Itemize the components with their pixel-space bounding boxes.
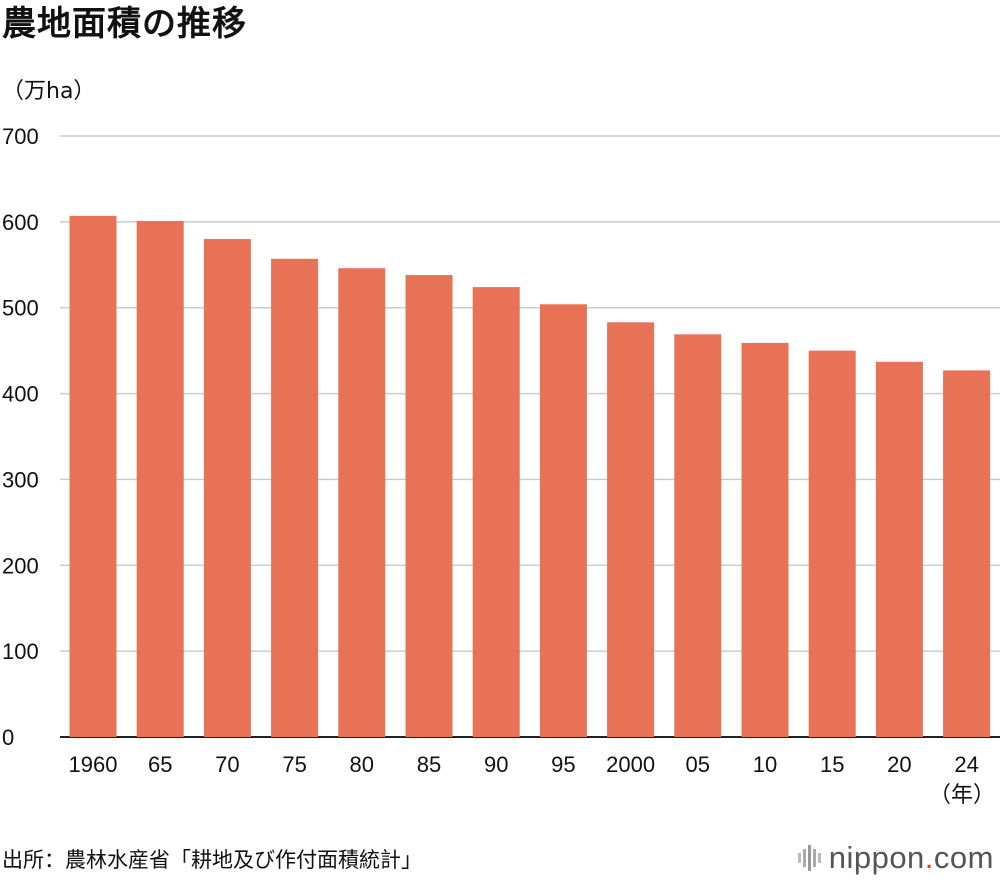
- nippon-logo-mark-icon: [797, 845, 821, 871]
- x-tick-label: 80: [350, 752, 374, 777]
- y-axis-ticks: 0 100 200 300 400 500 600 700: [2, 124, 39, 750]
- x-tick-label: 85: [417, 752, 441, 777]
- x-tick-label: 95: [551, 752, 575, 777]
- y-axis-unit-label: （万ha）: [2, 79, 96, 104]
- bar-65: [136, 220, 184, 738]
- bar-80: [338, 268, 386, 737]
- bar-70: [203, 239, 251, 737]
- x-tick-label: 20: [887, 752, 911, 777]
- y-tick-label: 200: [2, 553, 39, 578]
- y-tick-label: 400: [2, 382, 39, 407]
- chart-title: 農地面積の推移: [2, 4, 247, 44]
- logo-name: nippon: [828, 840, 925, 875]
- gridlines: [60, 135, 1000, 738]
- x-tick-label: 65: [148, 752, 172, 777]
- x-tick-label: 1960: [69, 752, 118, 777]
- x-tick-label: 70: [215, 752, 239, 777]
- bar-75: [271, 258, 319, 737]
- y-tick-label: 300: [2, 467, 39, 492]
- logo-dot: .: [924, 840, 934, 875]
- bar-90: [472, 287, 520, 737]
- x-axis-ticks: 1960 65 70 75 80 85 90 95 2000 05 10 15 20 24: [69, 752, 979, 777]
- bar-85: [405, 275, 453, 737]
- bar-10: [741, 342, 789, 737]
- bars: [69, 215, 991, 738]
- bar-chart: 0 100 200 300 400 500 600 700 1960 65 70 75 80 85 90 9…: [2, 124, 1000, 807]
- x-tick-label: 90: [484, 752, 508, 777]
- bar-1960: [69, 215, 117, 737]
- x-tick-label: 15: [820, 752, 844, 777]
- bar-24: [943, 370, 991, 737]
- y-tick-label: 600: [2, 210, 39, 235]
- x-tick-label: 05: [686, 752, 710, 777]
- y-tick-label: 100: [2, 639, 39, 664]
- y-tick-label: 700: [2, 124, 39, 149]
- bar-20: [875, 361, 923, 737]
- x-axis-unit-label: （年）: [929, 782, 995, 807]
- bar-95: [539, 304, 587, 737]
- bar-05: [674, 334, 722, 737]
- nippon-logo-text: nippon.com: [829, 840, 994, 876]
- y-tick-label: 500: [2, 296, 39, 321]
- nippon-logo: nippon.com: [797, 840, 994, 876]
- x-tick-label: 24: [954, 752, 978, 777]
- logo-suffix: com: [933, 840, 994, 875]
- source-note: 出所：農林水産省「耕地及び作付面積統計」: [2, 848, 422, 872]
- x-tick-label: 75: [282, 752, 306, 777]
- bar-2000: [607, 322, 655, 737]
- bar-15: [808, 350, 856, 737]
- y-tick-label: 0: [2, 725, 14, 750]
- x-tick-label: 10: [753, 752, 777, 777]
- x-tick-label: 2000: [606, 752, 655, 777]
